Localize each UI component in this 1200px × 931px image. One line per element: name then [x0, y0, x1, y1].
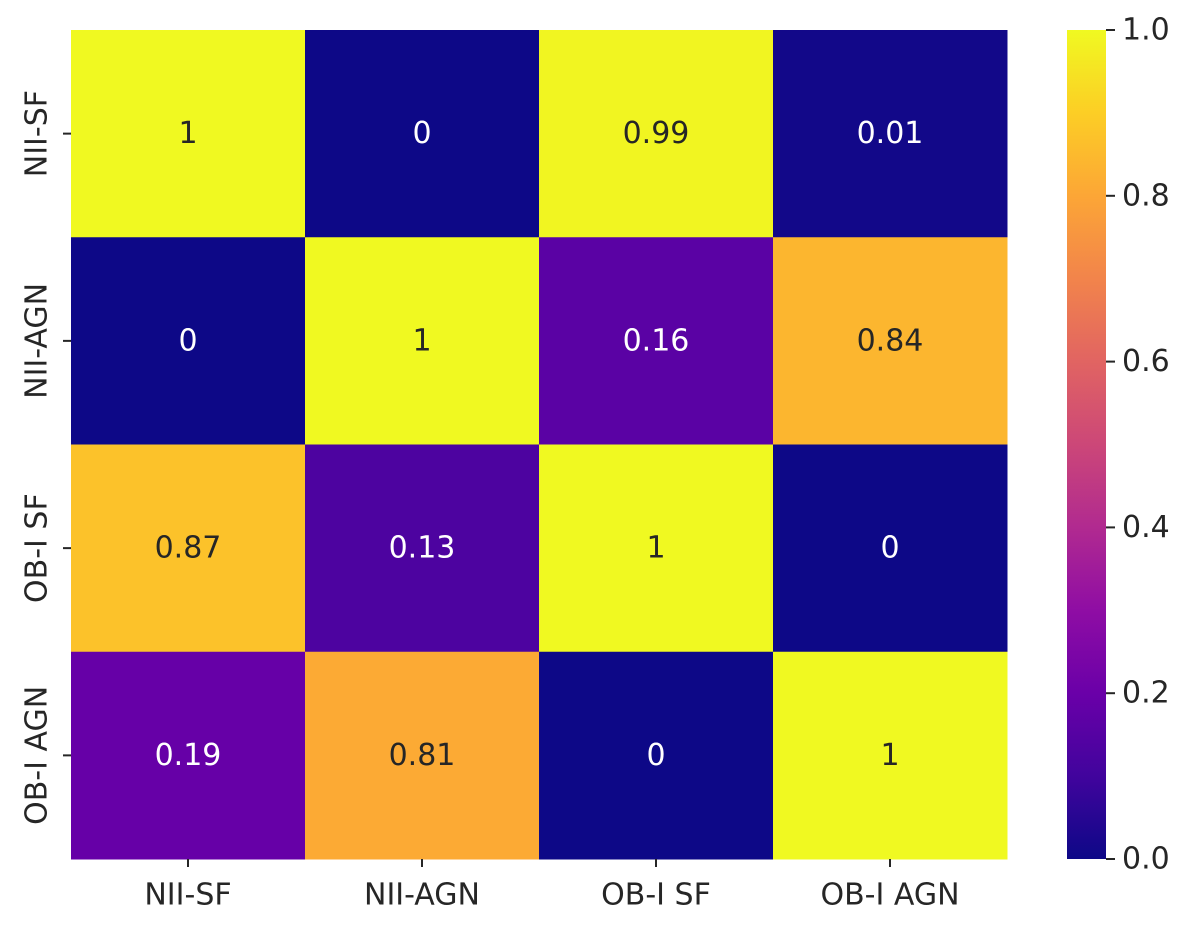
colorbar-tick-label: 0.2 — [1122, 676, 1170, 711]
heatmap-cell — [773, 651, 1008, 860]
heatmap-cell — [71, 30, 306, 238]
cell-value-label: 0 — [880, 531, 899, 566]
heatmap-cell — [539, 444, 774, 653]
y-tick-label: OB-I SF — [20, 493, 55, 603]
heatmap-cell — [539, 237, 774, 445]
colorbar-tick-label: 0.4 — [1122, 510, 1170, 545]
heatmap-cell — [305, 237, 540, 445]
x-tick-label: OB-I SF — [601, 878, 711, 913]
heatmap-cell — [71, 237, 306, 445]
cell-labels: 1 0 0.99 0.01 0 1 0.16 0.84 0.87 0.13 1 0 0.19 0.81 0 1 — [155, 116, 924, 773]
cell-value-label: 1 — [412, 323, 431, 358]
cell-value-label: 0 — [178, 323, 197, 358]
colorbar-tick-label: 1.0 — [1122, 13, 1170, 48]
colorbar — [1067, 30, 1106, 859]
colorbar-tick-label: 0.6 — [1122, 344, 1170, 379]
x-axis-ticks: NII-SF NII-AGN OB-I SF OB-I AGN — [144, 859, 960, 913]
y-tick-label: OB-I AGN — [20, 686, 55, 825]
x-tick-label: NII-SF — [144, 878, 231, 913]
colorbar-ticks: 0.0 0.2 0.4 0.6 0.8 1.0 — [1106, 13, 1170, 877]
heatmap-cell — [71, 444, 306, 653]
cell-value-label: 0.99 — [623, 116, 690, 151]
heatmap-cell — [305, 444, 540, 653]
heatmap-cell — [773, 444, 1008, 653]
cell-value-label: 0.19 — [155, 738, 222, 773]
x-tick-label: NII-AGN — [364, 878, 480, 913]
y-axis-ticks: NII-SF NII-AGN OB-I SF OB-I AGN — [20, 90, 71, 825]
heatmap-cells — [71, 30, 1008, 860]
cell-value-label: 1 — [880, 738, 899, 773]
cell-value-label: 0.13 — [389, 531, 456, 566]
heatmap-cell — [539, 651, 774, 860]
colorbar-tick-label: 0.0 — [1122, 842, 1170, 877]
cell-value-label: 0.87 — [155, 531, 222, 566]
colorbar-tick-label: 0.8 — [1122, 178, 1170, 213]
x-tick-label: OB-I AGN — [820, 878, 959, 913]
heatmap-cell — [71, 651, 306, 860]
cell-value-label: 0.81 — [389, 738, 456, 773]
heatmap-cell — [773, 237, 1008, 445]
cell-value-label: 0 — [412, 116, 431, 151]
cell-value-label: 0.84 — [857, 323, 924, 358]
cell-value-label: 1 — [178, 116, 197, 151]
y-tick-label: NII-AGN — [20, 283, 55, 399]
cell-value-label: 1 — [646, 531, 665, 566]
cell-value-label: 0 — [646, 738, 665, 773]
heatmap-cell — [305, 30, 540, 238]
cell-value-label: 0.01 — [857, 116, 924, 151]
y-tick-label: NII-SF — [20, 90, 55, 177]
heatmap-cell — [773, 30, 1008, 238]
heatmap-cell — [305, 651, 540, 860]
heatmap-cell — [539, 30, 774, 238]
cell-value-label: 0.16 — [623, 323, 690, 358]
